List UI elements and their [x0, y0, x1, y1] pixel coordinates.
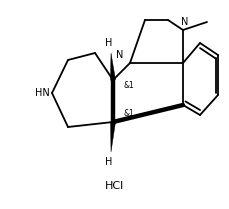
Text: HN: HN: [35, 88, 49, 98]
Text: H: H: [105, 157, 113, 167]
Text: HCl: HCl: [104, 181, 124, 191]
Text: &1: &1: [123, 82, 134, 90]
Polygon shape: [111, 122, 115, 152]
Polygon shape: [111, 53, 115, 80]
Text: N: N: [181, 17, 189, 27]
Text: N: N: [116, 50, 124, 60]
Text: H: H: [105, 38, 113, 48]
Text: &1: &1: [123, 110, 134, 119]
